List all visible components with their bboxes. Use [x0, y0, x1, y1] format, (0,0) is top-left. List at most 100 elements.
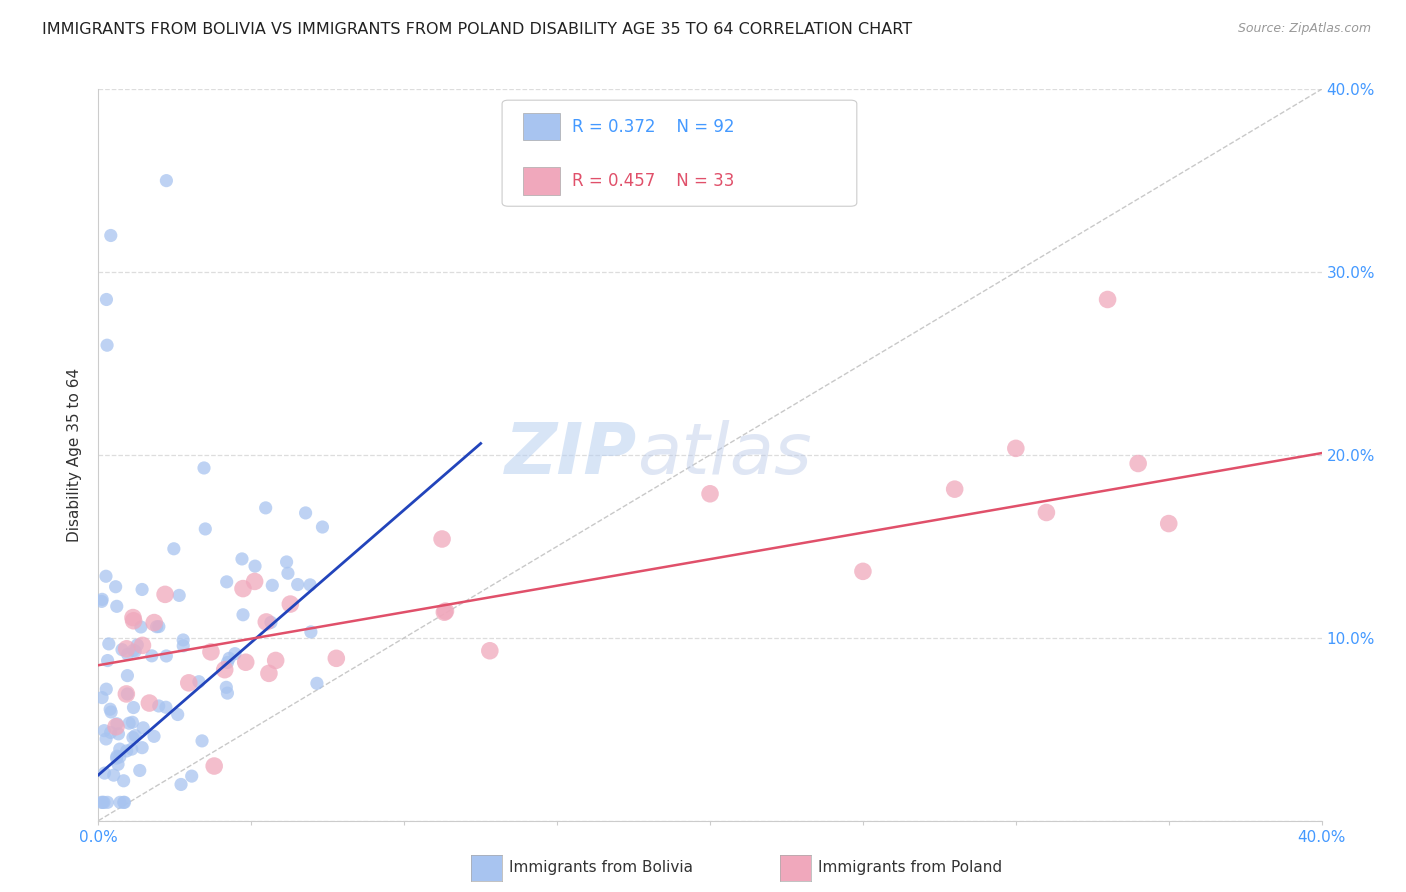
- Bar: [523, 168, 560, 195]
- Point: [143, 615, 166, 630]
- Point: [141, 648, 163, 663]
- Point: [278, 597, 301, 611]
- Point: [177, 676, 200, 690]
- Point: [124, 729, 146, 743]
- Point: [122, 731, 145, 745]
- Point: [277, 566, 299, 581]
- Point: [104, 580, 127, 594]
- Point: [217, 656, 239, 670]
- Point: [98, 702, 121, 716]
- Point: [287, 577, 309, 591]
- Point: [131, 740, 153, 755]
- Point: [699, 487, 721, 501]
- Point: [217, 686, 239, 700]
- Point: [172, 632, 194, 647]
- Point: [91, 592, 114, 607]
- Point: [91, 690, 114, 705]
- Point: [112, 773, 135, 788]
- Point: [115, 641, 138, 656]
- Point: [200, 645, 222, 659]
- Point: [262, 578, 284, 592]
- Point: [264, 653, 287, 667]
- Point: [122, 610, 145, 624]
- Point: [215, 574, 238, 589]
- Point: [193, 461, 215, 475]
- Point: [117, 687, 139, 701]
- Point: [93, 723, 115, 738]
- Point: [121, 742, 143, 756]
- Point: [180, 769, 202, 783]
- Point: [107, 757, 129, 772]
- Point: [96, 682, 118, 697]
- Point: [260, 615, 283, 630]
- Point: [105, 720, 128, 734]
- Point: [254, 500, 277, 515]
- Point: [129, 620, 152, 634]
- Text: IMMIGRANTS FROM BOLIVIA VS IMMIGRANTS FROM POLAND DISABILITY AGE 35 TO 64 CORREL: IMMIGRANTS FROM BOLIVIA VS IMMIGRANTS FR…: [42, 22, 912, 37]
- Point: [105, 749, 128, 764]
- Text: ZIP: ZIP: [505, 420, 637, 490]
- Point: [91, 796, 114, 810]
- Point: [100, 705, 122, 719]
- Point: [131, 639, 153, 653]
- Point: [1004, 442, 1026, 456]
- Point: [138, 696, 160, 710]
- Text: Immigrants from Poland: Immigrants from Poland: [818, 861, 1002, 875]
- Point: [128, 764, 150, 778]
- Point: [127, 638, 149, 652]
- Point: [118, 716, 141, 731]
- Point: [1128, 457, 1150, 471]
- Text: Immigrants from Bolivia: Immigrants from Bolivia: [509, 861, 693, 875]
- Point: [434, 604, 457, 618]
- Point: [143, 729, 166, 743]
- Point: [215, 681, 238, 695]
- Point: [218, 651, 240, 665]
- Point: [124, 644, 146, 658]
- Point: [235, 655, 257, 669]
- Point: [122, 614, 145, 628]
- Text: R = 0.457    N = 33: R = 0.457 N = 33: [572, 172, 734, 190]
- Point: [194, 522, 217, 536]
- Point: [243, 559, 266, 574]
- Point: [224, 647, 246, 661]
- Point: [96, 796, 118, 810]
- Point: [148, 619, 170, 633]
- Point: [93, 796, 115, 810]
- Point: [163, 541, 186, 556]
- Point: [299, 624, 322, 639]
- Point: [232, 582, 254, 596]
- Point: [114, 796, 136, 810]
- Point: [294, 506, 316, 520]
- Point: [299, 578, 322, 592]
- Text: Source: ZipAtlas.com: Source: ZipAtlas.com: [1237, 22, 1371, 36]
- Point: [117, 647, 139, 661]
- Point: [1035, 506, 1057, 520]
- Point: [90, 796, 112, 810]
- Point: [94, 569, 117, 583]
- Bar: [523, 112, 560, 140]
- Point: [117, 668, 139, 682]
- Y-axis label: Disability Age 35 to 64: Disability Age 35 to 64: [67, 368, 83, 542]
- Point: [311, 520, 333, 534]
- Point: [105, 599, 128, 614]
- Point: [170, 777, 193, 791]
- Point: [433, 605, 456, 619]
- Point: [108, 796, 131, 810]
- Point: [478, 644, 501, 658]
- Point: [202, 759, 225, 773]
- Point: [155, 174, 177, 188]
- FancyBboxPatch shape: [502, 100, 856, 206]
- Point: [94, 731, 117, 746]
- Point: [1157, 516, 1180, 531]
- Point: [172, 639, 194, 653]
- Point: [166, 707, 188, 722]
- Point: [257, 666, 280, 681]
- Point: [148, 698, 170, 713]
- Point: [214, 663, 236, 677]
- Point: [145, 620, 167, 634]
- Point: [112, 796, 135, 810]
- Point: [325, 651, 347, 665]
- Point: [115, 687, 138, 701]
- Text: atlas: atlas: [637, 420, 811, 490]
- Point: [155, 648, 177, 663]
